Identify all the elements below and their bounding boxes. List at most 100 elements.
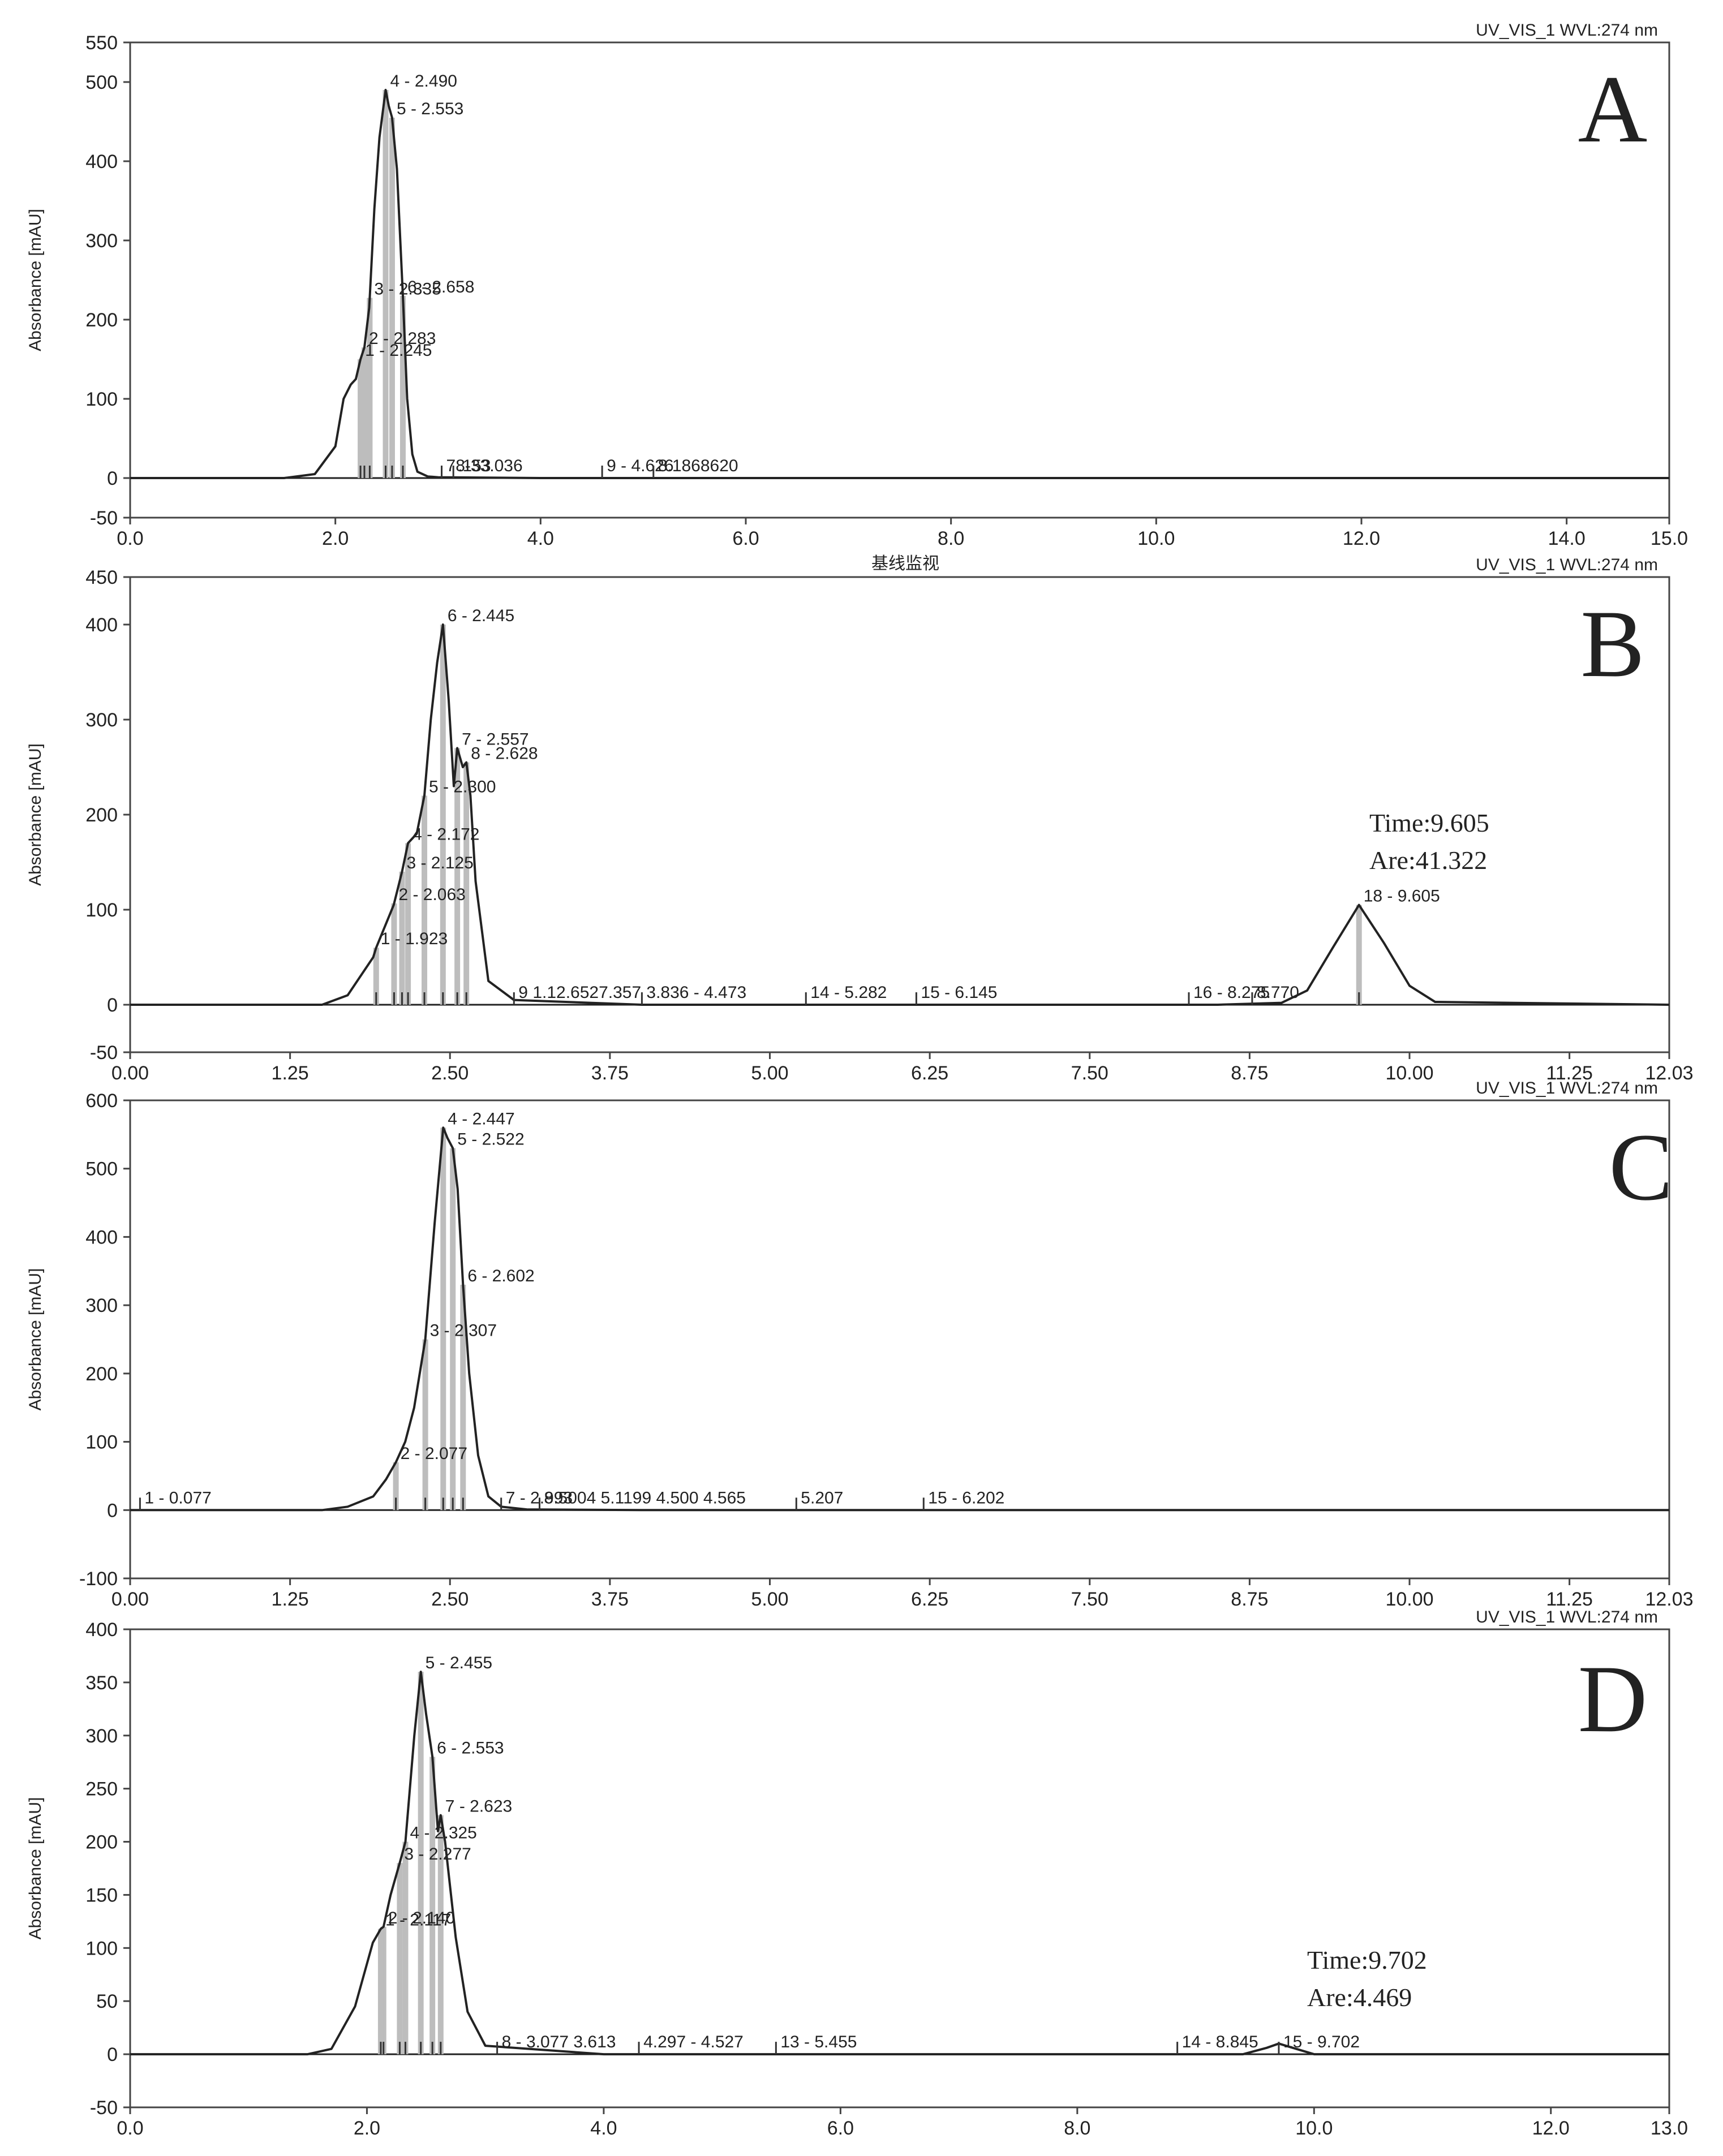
y-axis-label: Absorbance [mAU] [26, 1797, 45, 1940]
x-tick-label: 0.00 [111, 1589, 149, 1610]
peak-label: 5.207 [801, 1488, 843, 1507]
peak-label: 5 - 2.300 [429, 777, 496, 796]
panel-header: 基线监视 [871, 554, 939, 573]
y-tick-label: 400 [85, 614, 118, 636]
peak-label: 2 - 2.077 [401, 1444, 467, 1463]
peak-label: 6 - 2.445 [448, 606, 514, 625]
peak-label: 78-33.036 [446, 457, 523, 475]
chromatogram-trace [130, 1671, 1669, 2056]
peak-label: 16 - 8.275 [1193, 983, 1270, 1002]
y-tick-label: 300 [85, 709, 118, 731]
chromatogram-trace [130, 623, 1670, 1006]
peak-label: 8.770 [1257, 983, 1299, 1002]
peak-label: 15 - 6.202 [928, 1488, 1004, 1507]
y-tick-label: 350 [85, 1672, 118, 1694]
channel-title: UV_VIS_1 WVL:274 nm [1476, 1079, 1658, 1098]
y-tick-label: 600 [85, 1090, 118, 1112]
y-tick-label: 300 [85, 230, 118, 252]
x-tick-label: 4.0 [590, 2118, 617, 2139]
peak-label: 3 - 2.125 [406, 854, 473, 872]
x-tick-label: 0.00 [111, 1062, 149, 1084]
peak-label: 3.836 - 4.473 [646, 983, 746, 1002]
y-tick-label: 400 [85, 1227, 118, 1248]
peak-label: 4.297 - 4.527 [643, 2033, 744, 2051]
x-tick-label: 2.50 [431, 1589, 469, 1610]
channel-title: UV_VIS_1 WVL:274 nm [1476, 21, 1658, 40]
x-tick-label: 0.0 [117, 2118, 143, 2139]
y-tick-label: -50 [90, 507, 118, 529]
panel-letter: A [1578, 56, 1648, 162]
y-tick-label: 300 [85, 1725, 118, 1747]
peak-label: 14 - 8.845 [1182, 2033, 1258, 2051]
peak-label: 1 - 0.077 [144, 1488, 211, 1507]
peak-label: 9 1.12.6527.357 [518, 983, 641, 1002]
y-tick-label: 0 [107, 2044, 118, 2065]
peak-label: 1 - 2.245 [365, 341, 432, 360]
y-tick-label: 200 [85, 804, 118, 826]
x-tick-label: 8.75 [1231, 1589, 1268, 1610]
x-tick-label: 5.00 [751, 1589, 788, 1610]
x-tick-label: 10.00 [1385, 1589, 1433, 1610]
x-tick-label: 11.25 [1546, 1589, 1593, 1610]
peak-label: 5 - 2.553 [397, 100, 463, 118]
peak-label: 15 - 6.145 [921, 983, 997, 1002]
peak-label: 6 - 2.553 [437, 1738, 504, 1757]
peak-label: 5 - 2.455 [426, 1654, 492, 1672]
peak-label: 4 - 2.172 [413, 825, 479, 844]
peak-label: 7 - 2.623 [445, 1797, 512, 1816]
y-tick-label: -50 [90, 1042, 118, 1064]
peak-label: .153 [458, 457, 491, 475]
panel-letter: B [1580, 591, 1644, 697]
peak-label: 2 - 2.063 [398, 885, 465, 904]
x-tick-label: 6.0 [827, 2118, 854, 2139]
chart-panel-a: UV_VIS_1 WVL:274 nm 550 500 400 300 200 100 0 -5… [26, 21, 1688, 549]
y-tick-label: 0 [107, 1500, 118, 1521]
peak-label: 2 - 2.140 [388, 1909, 455, 1927]
peak-label: 14 - 5.282 [810, 983, 887, 1002]
x-tick-label: 10.00 [1385, 1062, 1433, 1084]
y-tick-label: 400 [85, 1619, 118, 1641]
y-tick-label: 0 [107, 468, 118, 489]
y-tick-label: 450 [85, 567, 118, 588]
y-tick-label: 50 [96, 1991, 118, 2012]
peak-label: 3 - 2.277 [404, 1845, 471, 1864]
plot-frame [129, 41, 1670, 519]
x-tick-label: 8.0 [1064, 2118, 1090, 2139]
y-tick-label: 250 [85, 1779, 118, 1800]
y-tick-label: 200 [85, 309, 118, 331]
peak-label: 1 - 2.117 [385, 1911, 451, 1930]
y-tick-label: 500 [85, 72, 118, 93]
x-tick-label: 6.25 [911, 1589, 948, 1610]
chart-panel-b: UV_VIS_1 WVL:274 nm 基线监视 450 400 300 200 100 0 -… [26, 554, 1694, 1084]
y-axis-label: Absorbance [mAU] [26, 743, 45, 886]
peak-label: 6 - 2.602 [467, 1267, 534, 1285]
peak-label: 8.5004 5.1199 4.500 4.565 [544, 1488, 746, 1507]
x-tick-label: 2.0 [322, 528, 349, 549]
panel-letter: D [1578, 1646, 1648, 1752]
peak-label: 9 - 4.626 [607, 457, 673, 475]
y-tick-label: 100 [85, 389, 118, 410]
x-tick-label: 12.0 [1532, 2118, 1570, 2139]
peak-label: 15 - 9.702 [1283, 2033, 1360, 2051]
chromatogram-trace [130, 89, 1669, 479]
annotation-time: Time:9.702 [1307, 1946, 1427, 1974]
chart-panel-c: UV_VIS_1 WVL:274 nm 600 500 400 300 200 100 0 -1… [26, 1079, 1694, 1610]
y-axis-label: Absorbance [mAU] [26, 209, 45, 351]
x-tick-label: 1.25 [272, 1062, 309, 1084]
peak-label: 1 - 1.923 [381, 929, 448, 948]
y-axis-label: Absorbance [mAU] [26, 1268, 45, 1411]
y-tick-label: 0 [107, 995, 118, 1016]
x-tick-label: 4.0 [527, 528, 554, 549]
chromatogram-trace [130, 1126, 1669, 1512]
x-tick-label: 0.0 [117, 528, 143, 549]
y-tick-label: 300 [85, 1295, 118, 1316]
peak-label: 8 - 2.628 [471, 745, 538, 763]
x-tick-label: 2.50 [431, 1062, 469, 1084]
y-tick-label: 100 [85, 900, 118, 921]
x-tick-label: 12.0 [1343, 528, 1380, 549]
peak-label: 4 - 2.490 [390, 72, 457, 91]
peak-label: 13 - 5.455 [780, 2033, 857, 2051]
x-tick-label: 6.0 [732, 528, 759, 549]
